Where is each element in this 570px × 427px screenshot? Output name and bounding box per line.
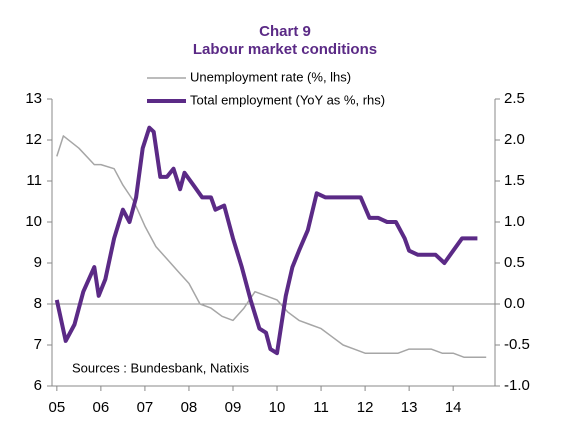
y-tick-label: 9 xyxy=(34,254,42,271)
y-tick-label: 7 xyxy=(34,336,42,353)
series-line xyxy=(54,125,478,356)
x-tick-label: 11 xyxy=(313,399,329,416)
y2-tick-label: 1.5 xyxy=(504,172,525,189)
x-tick-label: 07 xyxy=(137,399,154,416)
y2-tick-label: 0.0 xyxy=(504,295,525,312)
x-tick-label: 14 xyxy=(445,399,462,416)
chart-subtitle: Labour market conditions xyxy=(193,41,377,58)
legend-label: Total employment (YoY as %, rhs) xyxy=(190,92,385,107)
source-note: Sources : Bundesbank, Natixis xyxy=(72,360,250,375)
legend-label: Unemployment rate (%, lhs) xyxy=(190,69,351,84)
y2-tick-label: 2.5 xyxy=(504,90,525,107)
x-tick-label: 13 xyxy=(401,399,418,416)
y2-tick-label: -0.5 xyxy=(504,336,530,353)
y-tick-label: 10 xyxy=(25,213,42,230)
x-tick-label: 05 xyxy=(49,399,66,416)
y-tick-label: 12 xyxy=(25,131,42,148)
x-tick-label: 09 xyxy=(225,399,242,416)
y-tick-label: 13 xyxy=(25,90,42,107)
x-tick-label: 06 xyxy=(93,399,110,416)
x-tick-label: 10 xyxy=(269,399,286,416)
y2-tick-label: -1.0 xyxy=(504,377,530,394)
y2-tick-label: 1.0 xyxy=(504,213,525,230)
y2-tick-label: 0.5 xyxy=(504,254,525,271)
x-tick-label: 08 xyxy=(181,399,198,416)
series-line xyxy=(56,135,487,359)
y-tick-label: 6 xyxy=(34,377,42,394)
y-tick-label: 8 xyxy=(34,295,42,312)
y-tick-label: 11 xyxy=(26,172,42,189)
x-tick-label: 12 xyxy=(357,399,374,416)
y2-tick-label: 2.0 xyxy=(504,131,525,148)
chart-title: Chart 9 xyxy=(259,23,311,40)
